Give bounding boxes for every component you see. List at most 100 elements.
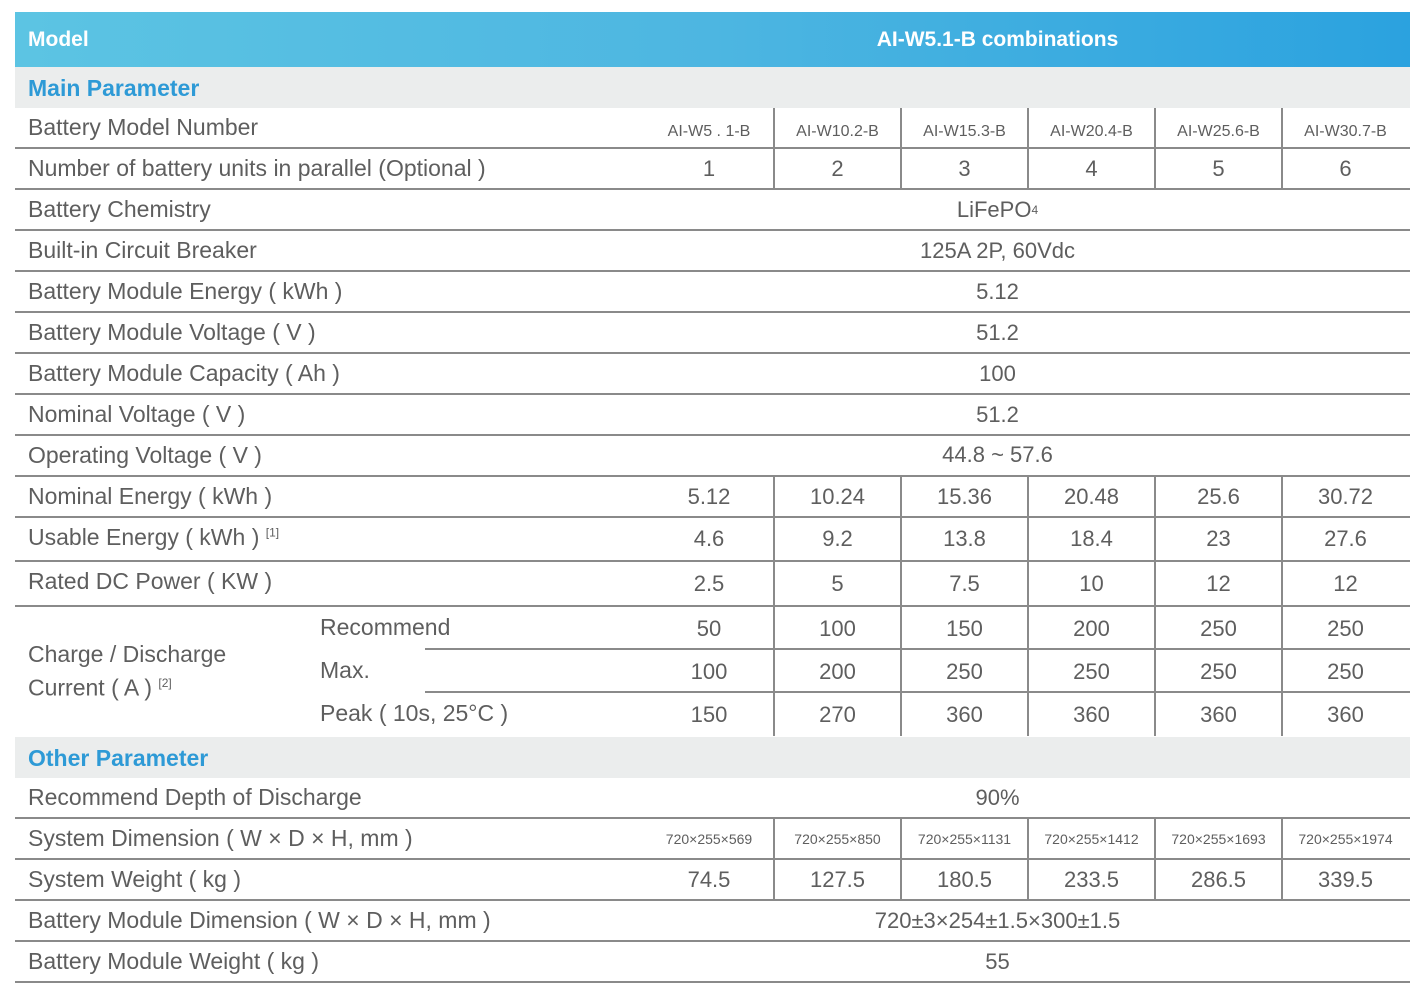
section-title: Other Parameter: [28, 745, 209, 771]
table-cell-span: 90%: [975, 784, 1020, 810]
combinations-header-label: AI-W5.1-B combinations: [876, 28, 1119, 51]
label-text: Usable Energy ( kWh ): [28, 524, 260, 550]
table-row-module-weight: Battery Module Weight ( kg ) 55: [15, 942, 1410, 983]
table-cell: 100: [773, 607, 900, 650]
row-label: Recommend Depth of Discharge: [28, 784, 362, 810]
row-label: Built-in Circuit Breaker: [28, 237, 257, 263]
table-cell: 270: [773, 693, 900, 736]
table-cell-span: 5.12: [976, 278, 1019, 304]
sub-row-label: Peak ( 10s, 25°C ): [320, 700, 509, 726]
table-cell: 50: [696, 615, 722, 641]
table-row-battery-chemistry: Battery Chemistry LiFePO 4: [15, 190, 1410, 231]
table-row-module-dimension: Battery Module Dimension ( W × D × H, mm…: [15, 901, 1410, 942]
row-label: Battery Module Capacity ( Ah ): [28, 360, 340, 386]
table-cell-span: LiFePO 4: [645, 190, 1350, 229]
table-cell-span: 44.8 ~ 57.6: [942, 442, 1053, 467]
table-cell: 2: [773, 149, 900, 188]
table-row-nominal-voltage: Nominal Voltage ( V ) 51.2: [15, 395, 1410, 436]
table-cell: 360: [900, 693, 1027, 736]
table-row-system-dimension: System Dimension ( W × D × H, mm ) 720×2…: [15, 819, 1410, 860]
sub-row-label: Max.: [320, 657, 370, 683]
table-cell: AI-W15.3-B: [900, 108, 1027, 147]
table-cell: 74.5: [687, 866, 731, 892]
table-cell: 5.12: [687, 483, 731, 509]
table-cell: AI-W10.2-B: [773, 108, 900, 147]
table-cell: 250: [1154, 607, 1281, 650]
table-row-system-weight: System Weight ( kg ) 74.5 127.5 180.5 23…: [15, 860, 1410, 901]
row-label: Usable Energy ( kWh ) [1]: [28, 524, 279, 551]
table-row-module-capacity: Battery Module Capacity ( Ah ) 100: [15, 354, 1410, 395]
table-cell-span: 720±3×254±1.5×300±1.5: [874, 907, 1121, 933]
table-row-rated-dc-power: Rated DC Power ( KW ) 2.5 5 7.5 10 12 12: [15, 562, 1410, 607]
table-row-module-energy: Battery Module Energy ( kWh ) 5.12: [15, 272, 1410, 313]
table-cell: 720×255×850: [773, 819, 900, 858]
table-cell: 250: [1281, 607, 1408, 650]
table-row-circuit-breaker: Built-in Circuit Breaker 125A 2P, 60Vdc: [15, 231, 1410, 272]
row-label: Battery Module Dimension ( W × D × H, mm…: [28, 907, 491, 933]
table-cell: 360: [1027, 693, 1154, 736]
table-cell: 100: [690, 658, 728, 684]
table-cell: 250: [1027, 650, 1154, 693]
table-cell: 4: [1027, 149, 1154, 188]
divider: [425, 691, 1410, 693]
row-label: Battery Chemistry: [28, 196, 211, 222]
table-cell-span: 51.2: [976, 319, 1019, 345]
table-cell: 720×255×569: [665, 830, 753, 847]
table-cell: 5: [773, 562, 900, 605]
model-header-label: Model: [28, 28, 89, 51]
table-cell: 150: [690, 701, 728, 727]
table-cell: 5: [1154, 149, 1281, 188]
table-cell: 360: [1281, 693, 1408, 736]
table-cell: 720×255×1974: [1281, 819, 1408, 858]
table-cell: 200: [773, 650, 900, 693]
table-cell: AI-W20.4-B: [1027, 108, 1154, 147]
sub-row-label: Recommend: [320, 614, 451, 640]
table-cell: AI-W5 . 1-B: [667, 122, 751, 140]
table-cell: 200: [1027, 607, 1154, 650]
chemistry-value: LiFePO: [956, 196, 1032, 222]
table-cell: 360: [1154, 693, 1281, 736]
table-row-battery-model-number: Battery Model Number AI-W5 . 1-B AI-W10.…: [15, 108, 1410, 149]
table-row-units-parallel: Number of battery units in parallel (Opt…: [15, 149, 1410, 190]
row-label: Battery Module Weight ( kg ): [28, 948, 320, 974]
row-label: Number of battery units in parallel (Opt…: [28, 155, 486, 181]
table-row-group-charge-current: Charge / Discharge Current ( A ) [2] Rec…: [15, 607, 1410, 737]
row-label: Rated DC Power ( KW ): [28, 568, 273, 594]
table-cell: 720×255×1693: [1154, 819, 1281, 858]
table-cell: 150: [900, 607, 1027, 650]
table-cell: 9.2: [773, 518, 900, 560]
table-cell: 286.5: [1154, 860, 1281, 899]
section-main-parameter: Main Parameter: [15, 67, 1410, 108]
table-cell: 7.5: [900, 562, 1027, 605]
footnote-marker: [1]: [265, 525, 280, 540]
table-cell: AI-W25.6-B: [1154, 108, 1281, 147]
divider: [425, 648, 1410, 650]
table-cell: 20.48: [1027, 477, 1154, 516]
section-other-parameter: Other Parameter: [15, 737, 1410, 778]
table-cell: 4.6: [693, 526, 725, 551]
table-cell: 720×255×1412: [1027, 819, 1154, 858]
table-cell-span: 100: [979, 360, 1016, 386]
table-cell: 233.5: [1027, 860, 1154, 899]
label-text: Current ( A ): [28, 674, 152, 701]
table-row-operating-voltage: Operating Voltage ( V ) 44.8 ~ 57.6: [15, 436, 1410, 477]
row-label: Nominal Voltage ( V ): [28, 401, 246, 427]
row-label: Nominal Energy ( kWh ): [28, 483, 273, 509]
table-cell: 25.6: [1154, 477, 1281, 516]
chemistry-subscript: 4: [1031, 202, 1039, 217]
table-cell: 2.5: [693, 570, 725, 596]
sub-row-recommend: Recommend 50 100 150 200 250 250: [15, 607, 1410, 650]
table-cell: 3: [900, 149, 1027, 188]
table-cell: 30.72: [1281, 477, 1408, 516]
table-cell: AI-W30.7-B: [1281, 108, 1408, 147]
row-label: Battery Model Number: [28, 114, 259, 140]
table-cell-span: 125A 2P, 60Vdc: [920, 237, 1075, 263]
table-cell: 6: [1281, 149, 1408, 188]
table-cell: 15.36: [900, 477, 1027, 516]
table-cell: 339.5: [1281, 860, 1408, 899]
table-row-module-voltage: Battery Module Voltage ( V ) 51.2: [15, 313, 1410, 354]
sub-row-peak: Peak ( 10s, 25°C ) 150 270 360 360 360 3…: [15, 693, 1410, 736]
table-cell-span: 55: [985, 948, 1010, 974]
sub-row-max: Max. 100 200 250 250 250 250: [15, 650, 1410, 693]
table-header: Model AI-W5.1-B combinations: [15, 12, 1410, 67]
